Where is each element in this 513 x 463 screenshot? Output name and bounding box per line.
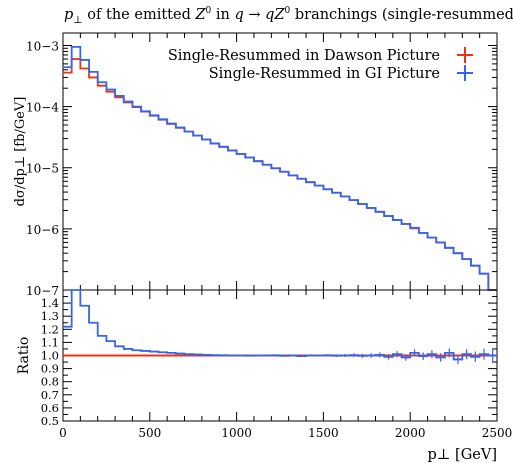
series-gi-line [63, 45, 497, 291]
y-axis-label: dσ/dp⊥ [fb/GeV] [13, 97, 28, 207]
ratio-gi-line [63, 289, 497, 361]
title-q1: q [234, 7, 244, 23]
series-dawson-line [63, 58, 497, 291]
title-boson-sup: 0 [205, 6, 212, 16]
title-p: p [64, 7, 74, 23]
ratio-y-axis-label: Ratio [16, 337, 32, 375]
ratio-y-tick-label: 0.6 [41, 401, 59, 415]
ratio-y-tick-label: 0.9 [41, 362, 59, 376]
y-tick-label: 10−3 [26, 39, 59, 53]
x-tick-label: 1500 [308, 426, 339, 440]
main-panel: 10−3 10−4 10−5 10−6 10−7 dσ/dp⊥ [fb/GeV] Singl… [13, 32, 498, 298]
y-tick-label: 10−5 [26, 162, 59, 176]
ratio-y-tick-label: 1.2 [41, 322, 59, 336]
x-axis-label: p⊥ [GeV] [428, 447, 497, 463]
y-tick-label: 10−4 [26, 101, 59, 115]
title-boson: Z [195, 7, 206, 23]
y-tick-label: 10−6 [26, 223, 59, 237]
x-tick-label: 2000 [395, 426, 426, 440]
ratio-y-tick-label: 1.0 [41, 349, 59, 363]
ratio-panel: 1.41.31.21.11.00.90.80.70.60.50 500 1000 15… [16, 289, 513, 463]
title-q2: qZ [265, 7, 285, 23]
x-tick-label: 500 [138, 426, 161, 440]
ratio-y-tick-label: 1.4 [41, 296, 59, 310]
title-q2-sup: 0 [284, 6, 291, 16]
ratio-y-tick-label: 1.3 [41, 309, 59, 323]
x-tick-label: 2500 [482, 426, 513, 440]
legend-label: Single-Resummed in GI Picture [209, 66, 440, 82]
chart-title: p⊥ of the emitted Z0 in q → qZ0 branchin… [64, 6, 513, 26]
x-tick-label: 1000 [221, 426, 252, 440]
y-tick-label: 10−7 [26, 284, 59, 298]
title-part1: of the emitted [82, 7, 196, 23]
legend-label: Single-Resummed in Dawson Picture [168, 48, 440, 64]
ratio-y-tick-label: 0.7 [41, 388, 59, 402]
ratio-y-tick-label: 1.1 [41, 335, 59, 349]
title-part3: branchings (single-resummed) [290, 7, 513, 23]
title-arrow: → [243, 7, 266, 23]
ratio-y-tick-label: 0.5 [41, 414, 59, 428]
title-part2: in [211, 7, 235, 23]
ratio-y-tick-label: 0.8 [41, 375, 59, 389]
title-p-sub: ⊥ [73, 14, 83, 26]
x-tick-label: 0 [59, 426, 67, 440]
